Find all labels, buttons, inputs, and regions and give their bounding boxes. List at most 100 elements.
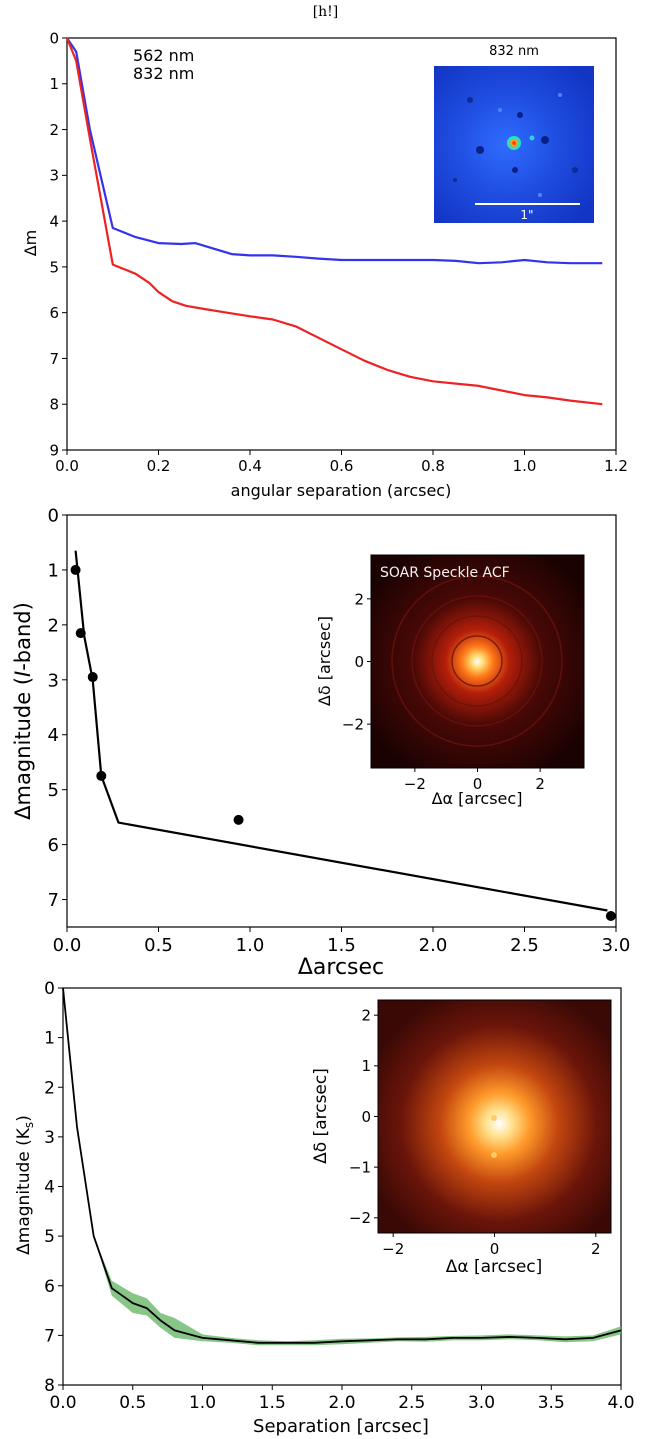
x-tick-label: 1.5 — [259, 1393, 286, 1413]
x-tick-label: 1.2 — [604, 457, 628, 475]
data-point — [233, 814, 244, 825]
y-tick-label: 6 — [48, 835, 59, 856]
y-tick-label: 7 — [44, 1326, 55, 1346]
inset-speckle-noise — [453, 93, 578, 197]
inset-x-tick-label: 2 — [535, 775, 545, 793]
contrast-curve-chart-1: 0.0 0.2 0.4 0.6 0.8 1.0 1.2 0 1 2 3 4 5 6 7 8 9 angular … — [21, 29, 628, 500]
inset-x-tick-label: −2 — [404, 775, 426, 793]
y-axis-label: Δmagnitude (Ks) — [14, 1115, 36, 1255]
x-tick-label: 0.6 — [330, 457, 354, 475]
y-tick-label: 0 — [49, 29, 59, 47]
inset-y-tick-label: 0 — [361, 1108, 371, 1126]
y-tick-label: 3 — [48, 670, 59, 691]
y-axis-label: Δmagnitude (I-band) — [11, 602, 35, 820]
y-tick-label: 4 — [49, 213, 59, 231]
x-tick-label: 0.5 — [144, 935, 173, 956]
inset-y-tick-label: 1 — [361, 1057, 371, 1075]
y-tick-label: 6 — [49, 304, 59, 322]
x-tick-label: 1.0 — [236, 935, 265, 956]
x-tick-label: 2.5 — [398, 1393, 425, 1413]
inset-x-tick-label: 0 — [473, 775, 483, 793]
inset-axes: −2 0 2 2 1 0 −1 −2 — [349, 999, 612, 1258]
y-tick-label: 1 — [44, 1029, 55, 1049]
contrast-curve-chart-2: 0.0 0.5 1.0 1.5 2.0 2.5 3.0 0 1 2 3 4 5 6 7 Δarcsec Δm… — [11, 505, 631, 980]
series-line-0 — [66, 37, 603, 265]
inset-axes: −2 0 2 2 0 −2 — [342, 554, 585, 793]
inset-y-tick-label: 2 — [361, 1007, 371, 1025]
x-tick-label: 3.5 — [538, 1393, 565, 1413]
x-tick-label: 0.0 — [53, 935, 82, 956]
grid-and-axes: 0.0 0.5 1.0 1.5 2.0 2.5 3.0 3.5 4.0 0 1 2 3 4 5 6 7 8 — [44, 980, 634, 1413]
x-tick-label: 0.5 — [119, 1393, 146, 1413]
grid-and-axes: 0.0 0.5 1.0 1.5 2.0 2.5 3.0 0 1 2 3 4 5 6 7 — [48, 505, 631, 956]
inset-y-tick-label: −2 — [342, 716, 364, 734]
inset-frame — [371, 555, 584, 768]
inset-x-tick-label: 0 — [490, 1240, 500, 1258]
inset-y-tick-label: −2 — [349, 1209, 371, 1227]
y-tick-label: 6 — [44, 1277, 55, 1297]
x-axis-label: angular separation (arcsec) — [231, 481, 452, 500]
x-tick-label: 2.0 — [419, 935, 448, 956]
inset-y-tick-label: −1 — [349, 1159, 371, 1177]
inset-x-tick-label: 2 — [591, 1240, 601, 1258]
inset-x-label: Δα [arcsec] — [432, 789, 523, 808]
x-tick-label: 1.0 — [513, 457, 537, 475]
y-tick-label: 8 — [49, 396, 59, 414]
y-tick-label: 3 — [49, 167, 59, 185]
data-point — [605, 911, 616, 922]
y-tick-label: 2 — [44, 1078, 55, 1098]
x-tick-label: 1.0 — [189, 1393, 216, 1413]
x-tick-label: 0.0 — [49, 1393, 76, 1413]
inset-title: SOAR Speckle ACF — [380, 565, 510, 581]
x-axis-label: Separation [arcsec] — [253, 1416, 429, 1437]
y-axis-label: Δm — [21, 230, 40, 257]
y-tick-label: 0 — [44, 980, 55, 999]
y-tick-label: 7 — [49, 350, 59, 368]
inset-psf-image: −2 0 2 2 1 0 −1 −2 Δα [arcsec] Δδ [arcsec] — [311, 999, 612, 1277]
legend-entry-832nm: 832 nm — [133, 64, 194, 83]
legend: 562 nm 832 nm — [133, 46, 194, 83]
y-tick-label: 1 — [49, 75, 59, 93]
series-line-0 — [62, 987, 622, 1344]
y-tick-label: 2 — [48, 615, 59, 636]
y-tick-label: 2 — [49, 121, 59, 139]
x-tick-label: 0.4 — [238, 457, 262, 475]
x-tick-label: 3.0 — [602, 935, 631, 956]
y-tick-label: 5 — [44, 1227, 55, 1247]
inset-x-tick-label: −2 — [382, 1240, 404, 1258]
y-tick-label: 7 — [48, 890, 59, 911]
data-point — [96, 770, 107, 781]
inset-y-label: Δδ [arcsec] — [315, 616, 334, 706]
y-tick-label: 0 — [48, 505, 59, 526]
inset-y-tick-label: 0 — [354, 653, 364, 671]
x-axis-label: Δarcsec — [298, 955, 384, 980]
data-point — [70, 564, 81, 575]
data-point — [75, 628, 86, 639]
x-tick-label: 3.0 — [468, 1393, 495, 1413]
series-line-0 — [74, 550, 608, 912]
x-tick-label: 4.0 — [607, 1393, 634, 1413]
y-tick-label: 9 — [49, 441, 59, 459]
contrast-curve-chart-3: 0.0 0.5 1.0 1.5 2.0 2.5 3.0 3.5 4.0 0 1 2 3 4 5 6 7 8 Sep… — [14, 980, 635, 1437]
x-tick-label: 2.5 — [510, 935, 539, 956]
x-tick-label: 0.0 — [55, 457, 79, 475]
x-tick-label: 0.8 — [421, 457, 445, 475]
y-tick-label: 4 — [48, 725, 59, 746]
series-line-1 — [65, 37, 603, 406]
grid-and-axes: 0.0 0.2 0.4 0.6 0.8 1.0 1.2 0 1 2 3 4 5 6 7 8 9 — [49, 29, 627, 475]
inset-image-832nm: 832 nm 1" — [434, 44, 594, 223]
inset-y-label: Δδ [arcsec] — [311, 1068, 331, 1164]
x-tick-label: 2.0 — [328, 1393, 355, 1413]
y-tick-label: 4 — [44, 1178, 55, 1198]
x-tick-label: 1.5 — [327, 935, 356, 956]
legend-entry-562nm: 562 nm — [133, 46, 194, 65]
y-tick-label: 8 — [44, 1376, 55, 1396]
inset-speckle-acf: SOAR Speckle ACF −2 0 2 2 0 −2 Δα [arcsec] Δδ… — [315, 554, 585, 808]
inset-scale-label: 1" — [520, 208, 533, 222]
data-point — [87, 672, 98, 683]
y-tick-label: 1 — [48, 560, 59, 581]
inset-fringes — [391, 575, 563, 747]
y-tick-label: 5 — [49, 258, 59, 276]
y-tick-label: 5 — [48, 780, 59, 801]
inset-x-label: Δα [arcsec] — [446, 1257, 543, 1277]
